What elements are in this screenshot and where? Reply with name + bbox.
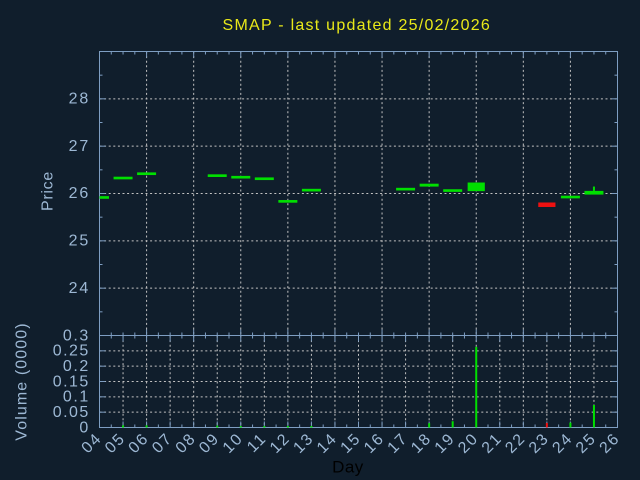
svg-text:24: 24 [69,280,91,297]
svg-text:0.3: 0.3 [63,327,90,344]
svg-text:0.25: 0.25 [53,343,90,360]
svg-text:Volume (0000): Volume (0000) [14,322,31,440]
svg-text:SMAP - last updated 25/02/2026: SMAP - last updated 25/02/2026 [223,17,491,34]
svg-text:25: 25 [69,232,91,249]
svg-text:28: 28 [69,90,91,107]
svg-text:26: 26 [69,185,91,202]
svg-text:0: 0 [79,419,88,436]
svg-text:27: 27 [69,138,91,155]
svg-text:0.05: 0.05 [53,404,90,421]
svg-text:Price: Price [40,171,57,211]
svg-text:Day: Day [332,457,364,476]
svg-text:0.1: 0.1 [63,389,90,406]
svg-text:0.15: 0.15 [53,373,90,390]
svg-text:0.2: 0.2 [63,358,90,375]
